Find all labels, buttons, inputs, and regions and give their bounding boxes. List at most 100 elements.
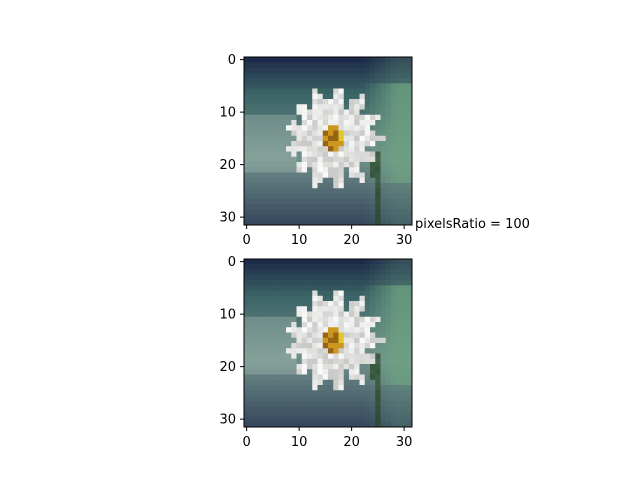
image-bottom: [244, 259, 413, 428]
image-pixel: [364, 141, 371, 147]
image-pixel: [359, 369, 366, 375]
image-pixel: [391, 411, 397, 417]
image-pixel: [359, 416, 366, 423]
image-pixel: [317, 120, 324, 126]
image-pixel: [312, 348, 318, 354]
image-pixel: [307, 301, 313, 307]
image-pixel: [338, 411, 345, 417]
image-pixel: [259, 364, 266, 370]
image-pixel: [359, 411, 366, 417]
image-pixel: [391, 162, 397, 168]
image-pixel: [396, 141, 402, 147]
image-pixel: [259, 83, 266, 89]
image-pixel: [280, 214, 287, 221]
image-pixel: [254, 259, 261, 265]
image-pixel: [370, 88, 376, 95]
image-pixel: [375, 198, 381, 205]
image-pixel: [291, 162, 297, 168]
image-pixel: [328, 109, 334, 116]
image-pixel: [312, 172, 318, 179]
image-pixel: [291, 295, 297, 302]
image-pixel: [385, 177, 392, 184]
image-pixel: [244, 193, 250, 200]
image-pixel: [349, 295, 355, 302]
image-pixel: [380, 146, 387, 152]
image-pixel: [359, 322, 366, 328]
image-pixel: [286, 269, 292, 276]
image-pixel: [317, 316, 324, 323]
image-pixel: [349, 406, 355, 412]
image-pixel: [307, 406, 313, 412]
image-pixel: [286, 130, 292, 137]
image-pixel: [301, 358, 308, 365]
image-pixel: [370, 114, 376, 121]
image-pixel: [333, 156, 339, 163]
image-pixel: [380, 104, 387, 110]
image-pixel: [286, 78, 292, 84]
image-pixel: [275, 83, 282, 89]
image-pixel: [333, 214, 339, 221]
image-pixel: [259, 416, 266, 423]
image-pixel: [380, 167, 387, 173]
image-pixel: [265, 120, 271, 126]
image-pixel: [312, 198, 318, 205]
image-pixel: [291, 198, 297, 205]
image-pixel: [296, 167, 303, 173]
image-pixel: [312, 120, 318, 126]
image-pixel: [317, 322, 324, 328]
image-pixel: [296, 416, 303, 423]
image-pixel: [338, 269, 345, 276]
image-pixel: [265, 259, 271, 265]
image-pixel: [359, 327, 366, 333]
image-pixel: [385, 390, 392, 396]
image-pixel: [349, 369, 355, 375]
image-pixel: [249, 93, 255, 100]
image-pixel: [391, 93, 397, 100]
image-pixel: [343, 301, 350, 307]
image-pixel: [275, 400, 282, 407]
image-pixel: [354, 57, 360, 63]
image-pixel: [265, 411, 271, 417]
image-pixel: [385, 214, 392, 221]
image-pixel: [259, 311, 266, 318]
image-pixel: [385, 188, 392, 194]
image-pixel: [254, 99, 261, 105]
image-pixel: [280, 172, 287, 179]
image-pixel: [307, 141, 313, 147]
image-pixel: [322, 390, 329, 396]
image-pixel: [301, 274, 308, 281]
image-pixel: [301, 146, 308, 152]
image-pixel: [254, 358, 261, 365]
image-pixel: [385, 162, 392, 168]
image-pixel: [364, 332, 371, 339]
image-pixel: [375, 421, 381, 428]
image-pixel: [254, 421, 261, 428]
image-pixel: [406, 183, 413, 189]
image-pixel: [259, 72, 266, 79]
image-pixel: [275, 99, 282, 105]
image-pixel: [312, 67, 318, 74]
image-pixel: [286, 151, 292, 158]
image-pixel: [307, 93, 313, 100]
image-pixel: [391, 285, 397, 291]
image-pixel: [275, 364, 282, 370]
image-pixel: [317, 306, 324, 312]
image-pixel: [317, 114, 324, 121]
image-pixel: [359, 337, 366, 344]
image-pixel: [370, 416, 376, 423]
image-pixel: [396, 198, 402, 205]
image-pixel: [385, 62, 392, 68]
image-pixel: [301, 280, 308, 286]
image-pixel: [364, 327, 371, 333]
image-pixel: [244, 188, 250, 194]
image-pixel: [249, 406, 255, 412]
image-pixel: [291, 390, 297, 396]
image-pixel: [396, 306, 402, 312]
image-pixel: [312, 141, 318, 147]
image-pixel: [338, 209, 345, 215]
image-pixel: [265, 57, 271, 63]
image-pixel: [370, 146, 376, 152]
image-pixel: [364, 57, 371, 63]
image-pixel: [370, 348, 376, 354]
image-pixel: [265, 167, 271, 173]
